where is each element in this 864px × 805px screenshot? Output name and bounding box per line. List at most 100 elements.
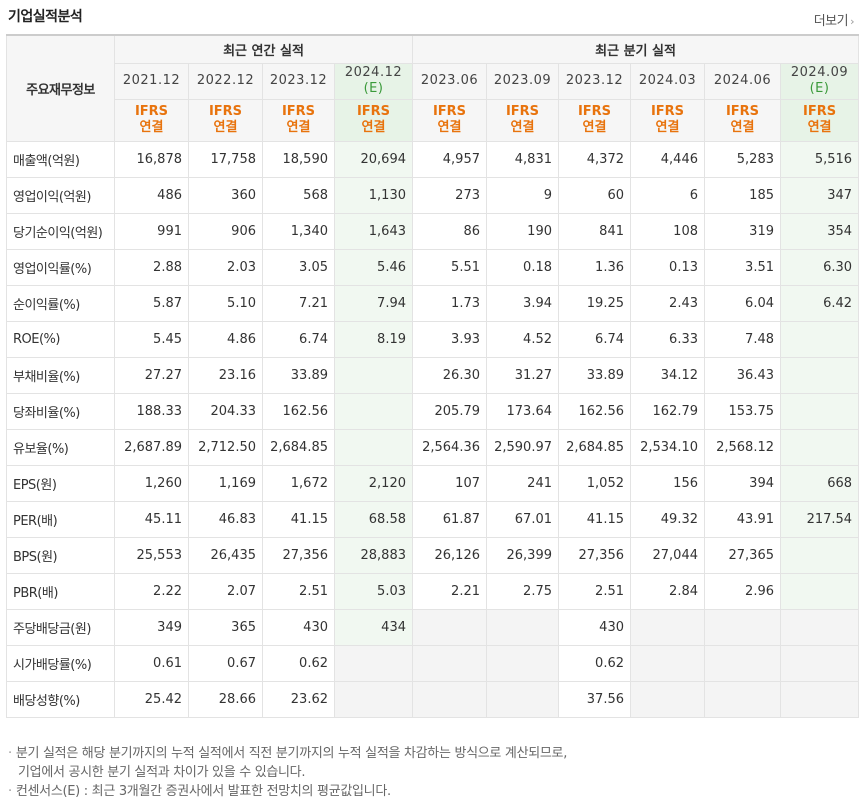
table-cell: 27,356 (558, 536, 631, 574)
table-cell: 2.43 (630, 284, 705, 322)
table-cell: 28,883 (334, 536, 413, 574)
table-cell: 5.51 (412, 248, 487, 286)
period-header: 2024.06 (704, 62, 781, 100)
table-cell: 7.94 (334, 284, 413, 322)
table-cell (486, 644, 559, 682)
table-cell: 61.87 (412, 500, 487, 538)
period-label: 2023.12 (565, 73, 624, 88)
table-cell: 2.51 (558, 572, 631, 610)
table-cell (779, 608, 860, 646)
ifrs-label: IFRS (208, 104, 243, 119)
table-cell: 156 (630, 464, 705, 502)
table-cell: 28.66 (188, 680, 263, 718)
table-cell: 568 (262, 176, 335, 214)
table-cell: 394 (704, 464, 781, 502)
table-cell: 26.30 (412, 356, 487, 394)
table-cell: 45.11 (114, 500, 189, 538)
section-title: 기업실적분석 (8, 9, 83, 25)
ifrs-header: IFRS 연결 (412, 98, 487, 142)
consolidated-label: 연결 (213, 120, 238, 135)
table-cell (412, 608, 487, 646)
table-cell (704, 644, 781, 682)
table-cell: 3.51 (704, 248, 781, 286)
table-row: 매출액(억원) 16,878 17,758 18,590 20,694 4,957 4,83… (6, 140, 860, 178)
table-body: 매출액(억원) 16,878 17,758 18,590 20,694 4,957 4,83… (6, 140, 860, 718)
table-cell: 4,957 (412, 140, 487, 178)
table-cell: 5.03 (334, 572, 413, 610)
ifrs-header: IFRS 연결 (114, 98, 189, 142)
table-cell: 37.56 (558, 680, 631, 718)
table-cell: 0.67 (188, 644, 263, 682)
chevron-right-icon: › (850, 15, 854, 28)
table-cell: 107 (412, 464, 487, 502)
table-cell: 27,356 (262, 536, 335, 574)
table-cell: 5,516 (779, 140, 860, 178)
table-cell: 3.94 (486, 284, 559, 322)
table-cell: 27,044 (630, 536, 705, 574)
consolidated-label: 연결 (437, 120, 462, 135)
table-cell (779, 644, 860, 682)
table-cell: 4,446 (630, 140, 705, 178)
row-label: 주당배당금(원) (6, 608, 115, 646)
table-cell (630, 680, 705, 718)
ifrs-header: IFRS 연결 (334, 98, 413, 142)
table-cell: 26,435 (188, 536, 263, 574)
table-cell: 2.22 (114, 572, 189, 610)
table-cell: 991 (114, 212, 189, 250)
period-header: 2023.12 (262, 62, 335, 100)
table-cell: 5.45 (114, 320, 189, 358)
table-cell (334, 392, 413, 430)
table-cell: 1,169 (188, 464, 263, 502)
table-cell: 19.25 (558, 284, 631, 322)
ifrs-label: IFRS (505, 104, 540, 119)
table-cell: 1.73 (412, 284, 487, 322)
period-header: 2024.12 (E) (334, 62, 413, 100)
ifrs-label: IFRS (650, 104, 685, 119)
table-cell: 841 (558, 212, 631, 250)
estimate-mark: (E) (809, 81, 830, 96)
ifrs-label: IFRS (356, 104, 391, 119)
table-cell: 34.12 (630, 356, 705, 394)
row-label: 당좌비율(%) (6, 392, 115, 430)
table-cell: 486 (114, 176, 189, 214)
more-link[interactable]: 더보기 › (813, 10, 855, 29)
table-cell: 162.56 (262, 392, 335, 430)
period-label: 2022.12 (196, 73, 255, 88)
more-label: 더보기 (813, 14, 849, 29)
consolidated-label: 연결 (807, 120, 832, 135)
table-cell: 354 (779, 212, 860, 250)
consolidated-label: 연결 (286, 120, 311, 135)
corner-header: 주요재무정보 (6, 34, 115, 142)
footnotes: · 분기 실적은 해당 분기까지의 누적 실적에서 직전 분기까지의 누적 실적을… (8, 744, 567, 801)
table-row: 유보율(%) 2,687.89 2,712.50 2,684.85 2,564.36 2,… (6, 428, 860, 466)
consolidated-label: 연결 (361, 120, 386, 135)
table-cell: 68.58 (334, 500, 413, 538)
table-cell: 204.33 (188, 392, 263, 430)
table-cell: 319 (704, 212, 781, 250)
table-cell: 906 (188, 212, 263, 250)
period-label: 2023.06 (420, 73, 479, 88)
table-cell (779, 356, 860, 394)
ifrs-label: IFRS (802, 104, 837, 119)
consolidated-label: 연결 (730, 120, 755, 135)
table-cell (412, 680, 487, 718)
table-cell: 2.07 (188, 572, 263, 610)
row-label: 영업이익률(%) (6, 248, 115, 286)
table-cell: 2.88 (114, 248, 189, 286)
ifrs-header: IFRS 연결 (558, 98, 631, 142)
table-row: 부채비율(%) 27.27 23.16 33.89 26.30 31.27 33.89 34.… (6, 356, 860, 394)
table-cell (334, 428, 413, 466)
ifrs-label: IFRS (281, 104, 316, 119)
period-label: 2024.09 (790, 65, 849, 80)
table-cell: 2,590.97 (486, 428, 559, 466)
ifrs-header: IFRS 연결 (188, 98, 263, 142)
ifrs-label: IFRS (134, 104, 169, 119)
ifrs-header: IFRS 연결 (486, 98, 559, 142)
table-cell: 6.30 (779, 248, 860, 286)
table-cell: 273 (412, 176, 487, 214)
table-cell: 2.75 (486, 572, 559, 610)
row-label: 시가배당률(%) (6, 644, 115, 682)
table-cell: 0.61 (114, 644, 189, 682)
table-cell: 46.83 (188, 500, 263, 538)
table-cell: 365 (188, 608, 263, 646)
